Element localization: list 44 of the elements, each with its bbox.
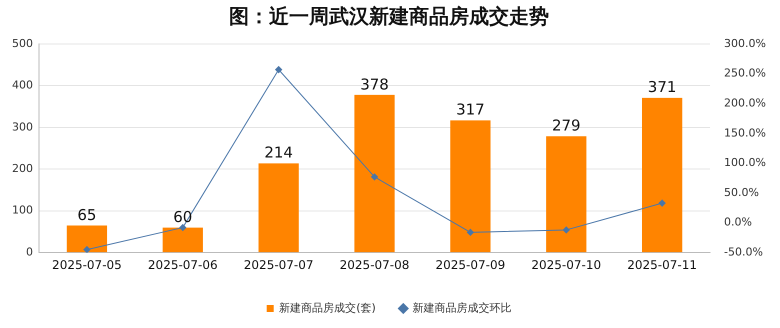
x-tick-label: 2025-07-10	[531, 258, 602, 272]
point	[562, 226, 570, 234]
data-label: 371	[648, 78, 676, 96]
bar	[450, 120, 491, 252]
x-tick-label: 2025-07-06	[148, 258, 218, 272]
y2-tick-label: -50.0%	[724, 245, 763, 258]
y2-tick-label: 150.0%	[724, 126, 766, 140]
point	[83, 246, 90, 253]
data-label: 214	[264, 144, 293, 162]
bar	[162, 228, 203, 252]
x-tick-label: 2025-07-05	[52, 258, 122, 272]
point	[658, 200, 666, 207]
y2-tick-label: 200.0%	[724, 96, 766, 110]
x-tick-label: 2025-07-07	[244, 258, 314, 272]
point	[179, 224, 186, 232]
bar	[354, 94, 395, 252]
y2-tick-label: 100.0%	[724, 156, 766, 170]
bar	[642, 98, 682, 252]
y2-tick-label: 50.0%	[724, 186, 760, 199]
bar	[66, 225, 108, 252]
y-tick-label: 400	[12, 78, 33, 92]
y-tick-label: 100	[12, 204, 33, 217]
x-tick-label: 2025-07-09	[436, 258, 506, 272]
x-tick-label: 2025-07-08	[340, 258, 410, 272]
data-label: 279	[552, 116, 581, 135]
bar	[258, 163, 299, 252]
y-tick-label: 200	[12, 162, 33, 176]
data-label: 317	[456, 100, 485, 119]
data-label: 378	[360, 75, 389, 94]
point	[371, 173, 378, 180]
y-tick-label: 500	[12, 36, 33, 50]
point	[275, 66, 282, 74]
x-tick-label: 2025-07-11	[627, 258, 697, 272]
chart-title: 图：近一周武汉新建商品房成交走势	[229, 4, 549, 28]
y2-tick-label: 0.0%	[724, 216, 752, 229]
y2-tick-label: 250.0%	[724, 66, 766, 80]
data-label: 65	[77, 206, 96, 224]
y-tick-label: 300	[12, 120, 33, 134]
bar	[546, 136, 586, 252]
point	[466, 228, 474, 236]
y2-tick-label: 300.0%	[724, 36, 766, 50]
legend-label: 新建商品房成交(套)	[279, 301, 376, 314]
y-tick-label: 0	[26, 245, 33, 258]
legend-label: 新建商品房成交环比	[412, 301, 512, 314]
